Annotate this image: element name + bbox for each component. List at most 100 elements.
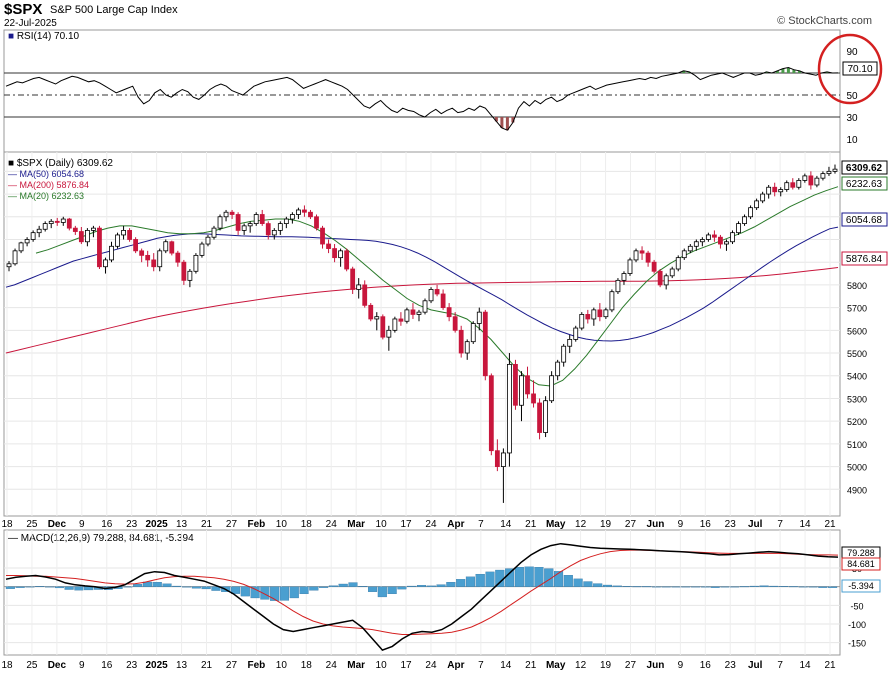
x-axis-label: 10: [376, 519, 388, 530]
macd-histogram-bar: [35, 586, 45, 587]
x-axis-label: 12: [575, 519, 587, 530]
candle-body: [368, 304, 374, 320]
candle-body: [386, 329, 392, 338]
candle-body: [392, 318, 398, 331]
candle-body: [362, 284, 368, 306]
candle: [549, 371, 555, 403]
rsi-last-value: 70.10: [847, 64, 872, 75]
x-axis-label: Jul: [748, 660, 763, 671]
candle-body: [718, 236, 723, 245]
candle-body: [669, 268, 675, 277]
candle: [66, 217, 72, 231]
candle: [410, 303, 416, 319]
macd-histogram-bar: [5, 586, 15, 589]
candle: [320, 225, 325, 249]
x-axis-label: 12: [575, 660, 587, 671]
candle: [693, 239, 699, 251]
x-axis-label: 25: [26, 660, 38, 671]
candle: [169, 240, 175, 256]
candle: [718, 234, 723, 249]
candle: [392, 316, 398, 333]
candle: [133, 237, 139, 254]
candle-body: [157, 250, 163, 268]
candle: [24, 237, 30, 247]
candle-body: [675, 257, 681, 270]
macd-histogram-bar: [279, 586, 290, 601]
candle: [802, 173, 808, 183]
candle-body: [537, 402, 542, 433]
candle-body: [796, 180, 802, 188]
x-axis-label: 17: [400, 519, 412, 530]
macd-histogram-bar: [270, 586, 280, 601]
macd-histogram-bar: [416, 585, 427, 587]
macd-value: 79.288: [847, 548, 875, 558]
candlesticks: [6, 164, 838, 503]
candle-body: [169, 241, 175, 254]
candle: [621, 271, 627, 285]
candle: [543, 396, 548, 438]
x-axis-label: 13: [176, 519, 188, 530]
candle-body: [561, 345, 567, 363]
macd-histogram-bar: [368, 586, 378, 592]
x-axis-label: 23: [126, 519, 138, 530]
macd-line: [5, 542, 839, 651]
x-axis-label: 7: [777, 660, 783, 671]
rsi-tick-label: 50: [846, 91, 858, 102]
candle: [181, 259, 187, 285]
macd-value-boxes: 79.288 84.681 -5.394: [841, 546, 881, 593]
candle: [573, 325, 579, 342]
chart-index-name: S&P 500 Large Cap Index: [50, 4, 178, 16]
candle: [296, 207, 301, 220]
candle: [555, 359, 561, 381]
x-axis-label: Dec: [48, 519, 67, 530]
ma20-last-value: 6232.63: [846, 179, 883, 190]
candle: [452, 312, 458, 333]
candle-body: [519, 375, 524, 406]
x-axis-label: Dec: [48, 660, 67, 671]
x-axis-label: 2025: [146, 519, 169, 530]
candle-body: [72, 227, 78, 232]
candle-body: [24, 239, 30, 244]
x-axis-label: 7: [478, 519, 484, 530]
candle-body: [259, 214, 265, 224]
price-tick-label: 5100: [847, 440, 867, 450]
panel-frames: [3, 29, 841, 656]
macd-histogram-bar: [828, 586, 838, 588]
price-value-boxes: 6309.62 6232.63 6054.68 5876.84: [841, 160, 888, 266]
candle: [814, 175, 820, 188]
candle-body: [133, 239, 139, 252]
x-axis-label: Apr: [447, 519, 464, 530]
price-panel: ■ $SPX (Daily) 6309.62 — MA(50) 6054.68 …: [4, 152, 888, 516]
candle: [6, 261, 12, 272]
x-axis-label: 9: [678, 660, 684, 671]
macd-histogram-bar: [505, 568, 515, 587]
candle-body: [296, 209, 301, 215]
candle: [205, 234, 211, 247]
macd-histogram-bar: [456, 579, 466, 587]
candle: [633, 248, 639, 263]
macd-histogram-bar: [632, 586, 642, 588]
candle-body: [18, 242, 24, 252]
candle-body: [84, 229, 90, 243]
candle-body: [772, 186, 778, 193]
macd-histogram-bar: [338, 583, 348, 587]
x-axis-label: May: [546, 519, 566, 530]
macd-histogram-bar: [201, 586, 211, 590]
candle-body: [567, 339, 573, 347]
candle: [537, 398, 542, 440]
x-axis-label: 24: [326, 519, 338, 530]
candle-body: [573, 327, 579, 340]
rsi-axis-ticks: 90 50 30 10: [846, 47, 858, 146]
price-last-box: [841, 160, 888, 175]
candle-body: [422, 300, 428, 313]
candle-body: [302, 209, 307, 213]
macd-histogram-bar: [769, 585, 779, 587]
candle: [754, 198, 760, 210]
macd-histogram-bar: [309, 586, 319, 591]
candle-body: [609, 291, 615, 311]
candle: [494, 439, 500, 472]
candle-body: [464, 341, 470, 354]
x-axis-label: 18: [1, 660, 13, 671]
candle-body: [60, 218, 66, 223]
candle-body: [199, 243, 205, 256]
